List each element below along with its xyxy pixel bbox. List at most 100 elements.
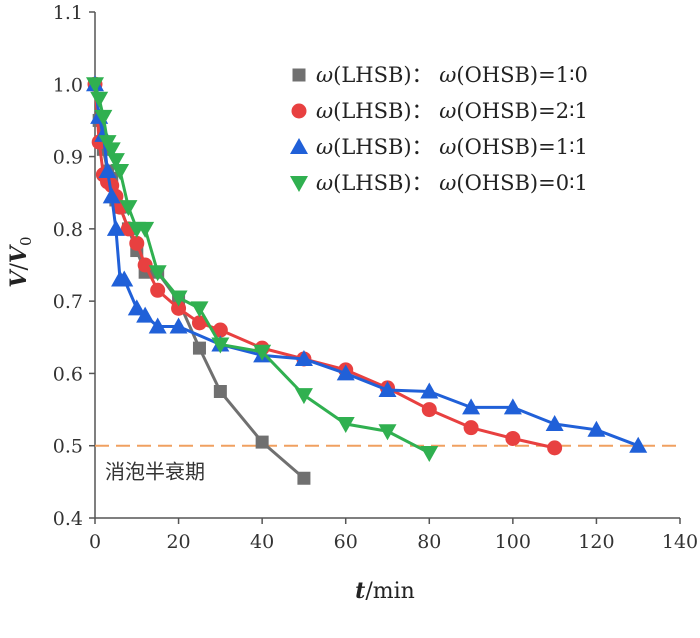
y-axis-variable-2: V — [6, 244, 32, 263]
data-point — [102, 142, 121, 159]
legend-label-part: ω — [316, 135, 333, 159]
legend-label: ω(LHSB)： ω(OHSB)=2∶1 — [316, 99, 588, 123]
x-tick-label: 0 — [89, 531, 101, 553]
x-axis-ticks: 0 20 40 60 80 100 120 140 — [89, 518, 698, 553]
series-layer — [86, 75, 648, 485]
data-point — [137, 257, 153, 273]
legend-marker — [291, 103, 307, 119]
legend-marker — [292, 68, 306, 82]
data-point — [171, 300, 187, 316]
data-point — [462, 398, 481, 415]
legend-label-part: ω — [439, 63, 456, 87]
y-axis-title: V/V0 — [6, 236, 35, 287]
y-tick-label: 0.9 — [53, 147, 83, 169]
legend-marker — [290, 138, 308, 154]
x-axis-variable: t — [355, 578, 365, 604]
series-triangle-up — [86, 75, 648, 453]
x-tick-label: 120 — [578, 531, 614, 553]
x-axis-unit: /min — [365, 579, 414, 604]
half-life-annotation: 消泡半衰期 — [105, 460, 205, 484]
data-point — [420, 382, 439, 399]
x-axis-title: t/min — [355, 578, 415, 604]
data-point — [129, 235, 145, 251]
data-point — [629, 436, 648, 453]
data-point — [150, 282, 166, 298]
legend: ω(LHSB)： ω(OHSB)=1∶0ω(LHSB)： ω(OHSB)=2∶1… — [290, 63, 588, 195]
x-tick-label: 140 — [662, 531, 698, 553]
legend-item: ω(LHSB)： ω(OHSB)=1∶0 — [292, 63, 588, 87]
data-point — [378, 424, 397, 441]
data-point — [294, 349, 313, 366]
legend-item: ω(LHSB)： ω(OHSB)=0∶1 — [290, 171, 588, 195]
data-point — [336, 417, 355, 434]
data-point — [106, 219, 125, 236]
legend-label-part: (LHSB)： — [333, 135, 439, 159]
x-tick-label: 60 — [334, 531, 358, 553]
legend-label-part: ω — [439, 171, 456, 195]
legend-label-part: (OHSB)=0∶1 — [456, 171, 588, 195]
data-point — [587, 420, 606, 437]
data-point — [169, 290, 188, 307]
legend-label-part: (OHSB)=2∶1 — [456, 99, 588, 123]
data-point — [420, 445, 439, 462]
x-tick-label: 80 — [417, 531, 441, 553]
data-point — [255, 435, 269, 449]
data-point — [102, 187, 121, 204]
legend-item: ω(LHSB)： ω(OHSB)=1∶1 — [290, 135, 588, 159]
data-point — [119, 200, 138, 217]
legend-marker — [290, 176, 308, 192]
data-point — [94, 109, 113, 126]
y-tick-label: 0.7 — [53, 291, 83, 313]
data-point — [463, 420, 479, 436]
x-tick-label: 20 — [166, 531, 190, 553]
data-point — [191, 315, 207, 331]
x-tick-label: 40 — [250, 531, 274, 553]
legend-label-part: (LHSB)： — [333, 63, 439, 87]
y-axis-separator: / — [7, 262, 32, 270]
legend-label: ω(LHSB)： ω(OHSB)=0∶1 — [316, 171, 588, 195]
legend-label-part: ω — [439, 99, 456, 123]
data-point — [378, 381, 397, 398]
data-point — [98, 162, 117, 179]
y-tick-label: 0.6 — [53, 363, 83, 385]
data-point — [297, 471, 311, 485]
legend-label-part: (LHSB)： — [333, 171, 439, 195]
legend-label-part: (OHSB)=1∶1 — [456, 135, 588, 159]
data-point — [190, 301, 209, 318]
data-point — [111, 164, 130, 181]
data-point — [169, 317, 188, 334]
legend-label-part: ω — [316, 99, 333, 123]
data-point — [505, 430, 521, 446]
y-axis-ticks: 0.4 0.5 0.6 0.7 0.8 0.9 1.0 1.1 — [53, 2, 95, 530]
data-point — [136, 221, 155, 238]
y-tick-label: 0.8 — [53, 219, 83, 241]
data-point — [192, 341, 206, 355]
data-point — [90, 91, 109, 108]
data-point — [336, 364, 355, 381]
x-tick-label: 100 — [495, 531, 531, 553]
legend-label-part: ω — [439, 135, 456, 159]
legend-label-part: (OHSB)=1∶0 — [456, 63, 588, 87]
data-point — [211, 337, 230, 354]
data-point — [148, 265, 167, 282]
data-point — [294, 388, 313, 405]
legend-label-part: ω — [316, 63, 333, 87]
legend-label: ω(LHSB)： ω(OHSB)=1∶1 — [316, 135, 588, 159]
data-point — [86, 77, 104, 94]
plot-area: 消泡半衰期 0 20 40 60 80 100 120 140 0.4 0.5 0.6 0.7 0.8… — [53, 2, 698, 553]
data-point — [503, 398, 522, 415]
legend-item: ω(LHSB)： ω(OHSB)=2∶1 — [291, 99, 588, 123]
data-point — [106, 153, 125, 170]
data-point — [127, 299, 146, 316]
y-axis-variable: V — [6, 269, 32, 288]
legend-label: ω(LHSB)： ω(OHSB)=1∶0 — [316, 63, 588, 87]
y-tick-label: 1.1 — [53, 2, 83, 24]
data-point — [421, 402, 437, 418]
data-point — [115, 270, 134, 287]
legend-label-part: ω — [316, 171, 333, 195]
data-point — [213, 385, 227, 398]
series-triangle-down — [86, 77, 439, 462]
y-tick-label: 0.4 — [53, 508, 83, 530]
legend-label-part: (LHSB)： — [333, 99, 439, 123]
